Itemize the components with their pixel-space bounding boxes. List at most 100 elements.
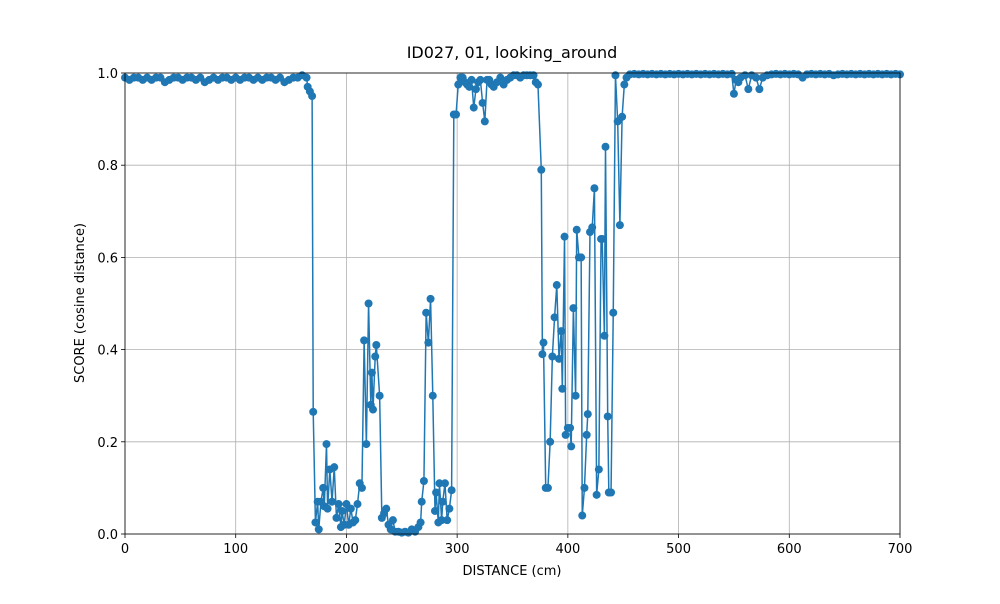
data-point (428, 391, 437, 400)
data-point (550, 313, 559, 322)
data-point (590, 184, 599, 193)
data-point (308, 92, 317, 101)
data-point (332, 513, 341, 522)
y-axis-label: SCORE (cosine distance) (73, 223, 88, 383)
data-point (431, 506, 439, 515)
data-point (533, 80, 542, 89)
data-point (371, 352, 380, 361)
y-tick-label: 0.2 (97, 436, 118, 451)
data-point (351, 516, 360, 525)
data-point (537, 165, 546, 174)
plot-frame (124, 72, 901, 535)
data-point (424, 338, 433, 347)
x-tick-label: 500 (666, 542, 691, 557)
data-point (569, 304, 578, 313)
data-point (571, 391, 580, 400)
data-point (752, 73, 761, 82)
data-point (618, 112, 627, 121)
data-point (465, 82, 474, 91)
x-tick-label: 300 (445, 542, 470, 557)
data-point (539, 338, 548, 347)
y-tick-label: 0.4 (97, 344, 118, 359)
data-point (372, 340, 381, 349)
data-point (480, 117, 489, 126)
data-point (611, 71, 620, 80)
data-point (548, 352, 557, 361)
data-point (566, 423, 575, 432)
data-point (416, 518, 425, 527)
x-tick-label: 700 (888, 542, 913, 557)
data-point (346, 504, 355, 513)
data-point (367, 368, 376, 377)
x-tick-label: 600 (777, 542, 802, 557)
data-point (727, 69, 736, 78)
data-point (572, 225, 581, 234)
data-point (538, 350, 547, 359)
data-point (594, 465, 603, 474)
data-point (353, 500, 362, 509)
x-tick-label: 0 (121, 542, 129, 557)
data-point (529, 71, 538, 80)
data-point (469, 103, 478, 112)
data-point (443, 516, 452, 525)
y-tick-label: 0.6 (97, 251, 118, 266)
data-point (582, 430, 591, 439)
data-point (600, 331, 609, 340)
data-point (603, 412, 612, 421)
data-point (438, 497, 447, 506)
data-point (543, 483, 552, 492)
data-point (369, 405, 377, 414)
data-point (375, 391, 384, 400)
data-point (382, 504, 391, 513)
data-point (330, 463, 339, 472)
data-point (744, 85, 753, 94)
data-point (432, 488, 441, 497)
y-tick-label: 0.8 (97, 159, 118, 174)
data-line (124, 73, 901, 534)
data-point (578, 511, 587, 520)
data-point (437, 516, 446, 525)
data-point (311, 518, 320, 527)
data-point (419, 476, 428, 485)
y-tick-label: 0.0 (97, 528, 118, 543)
data-point (417, 497, 426, 506)
data-point (440, 479, 449, 488)
data-point (496, 73, 505, 82)
data-point (567, 442, 576, 451)
data-point (447, 486, 456, 495)
x-tick-label: 100 (223, 542, 248, 557)
data-point (601, 142, 610, 151)
data-point (588, 223, 597, 232)
data-point (426, 294, 435, 303)
data-point (435, 479, 444, 488)
x-tick-label: 200 (334, 542, 359, 557)
data-point (558, 384, 567, 393)
data-point (360, 336, 369, 345)
data-point (309, 407, 318, 416)
data-point (607, 488, 616, 497)
data-point (467, 75, 476, 84)
data-point (454, 80, 463, 89)
data-point (364, 299, 373, 308)
data-point (615, 221, 624, 230)
data-point (322, 440, 331, 449)
x-tick-label: 400 (555, 542, 580, 557)
data-point (445, 504, 454, 513)
data-point (478, 98, 487, 107)
data-point (609, 308, 618, 317)
data-point (598, 234, 607, 243)
y-tick-label: 1.0 (97, 67, 118, 82)
data-point (583, 410, 592, 419)
data-point (328, 497, 337, 506)
data-point (755, 85, 764, 94)
data-point (476, 75, 485, 84)
data-point (546, 437, 555, 446)
data-point (561, 430, 570, 439)
data-point (471, 85, 480, 94)
data-point (620, 80, 629, 89)
data-point (314, 525, 323, 534)
data-point (552, 281, 561, 290)
x-axis-label: DISTANCE (cm) (462, 564, 561, 579)
data-point (362, 440, 371, 449)
